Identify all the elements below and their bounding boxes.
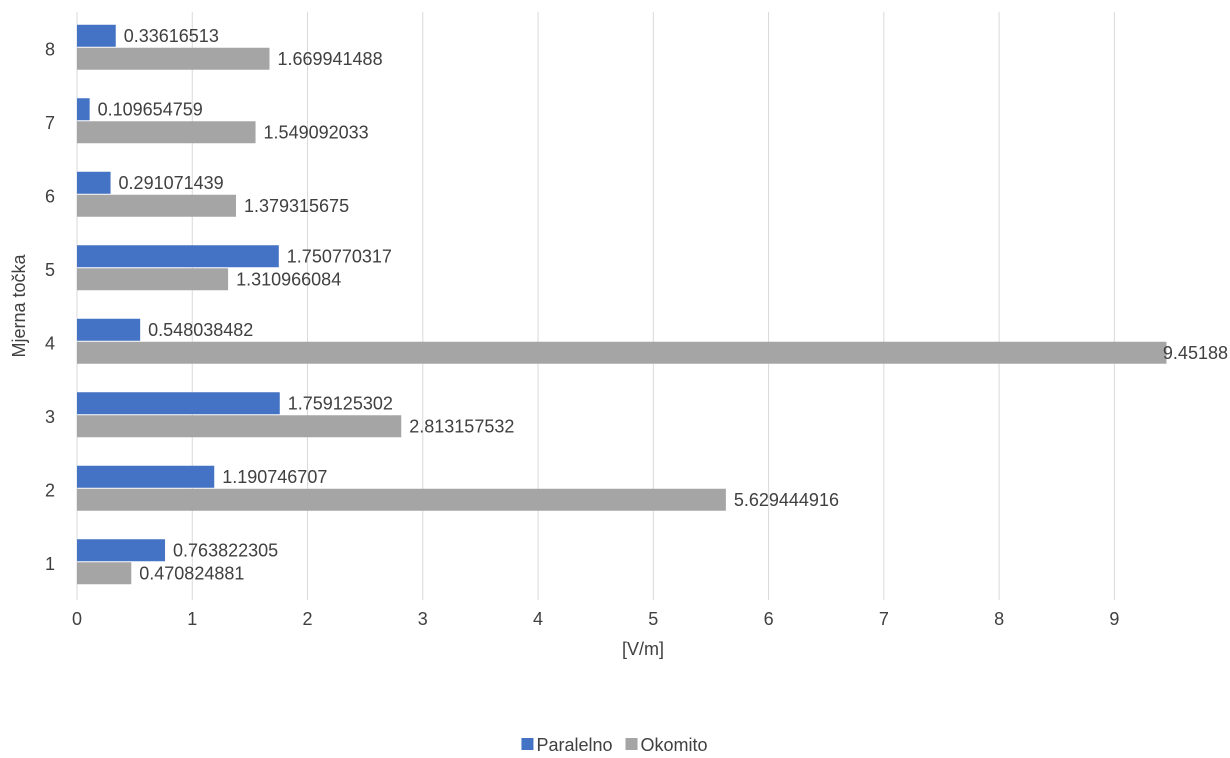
y-axis-label: Mjerna točka <box>9 253 29 357</box>
legend-label: Okomito <box>641 735 708 755</box>
data-label: 0.109654759 <box>98 100 203 120</box>
data-label: 1.759125302 <box>288 394 393 414</box>
x-tick-label: 7 <box>879 609 889 629</box>
x-tick-label: 8 <box>994 609 1004 629</box>
bar <box>77 47 270 70</box>
legend-swatch <box>625 738 638 750</box>
bar <box>77 415 402 438</box>
y-tick-label: 7 <box>45 113 55 133</box>
x-tick-label: 9 <box>1109 609 1119 629</box>
bar <box>77 171 111 194</box>
data-label: 0.291071439 <box>119 173 224 193</box>
data-label: 0.763822305 <box>173 541 278 561</box>
data-label: 1.190746707 <box>222 467 327 487</box>
data-label: 0.470824881 <box>139 564 244 584</box>
legend-label: Paralelno <box>536 735 612 755</box>
data-label: 1.750770317 <box>287 247 392 267</box>
data-label: 1.379315675 <box>244 196 349 216</box>
x-tick-label: 2 <box>303 609 313 629</box>
bar <box>77 562 132 585</box>
bar <box>77 539 166 562</box>
x-tick-label: 0 <box>72 609 82 629</box>
x-tick-label: 3 <box>418 609 428 629</box>
data-label: 9.45188 <box>1163 343 1228 363</box>
data-label: 2.813157532 <box>409 417 514 437</box>
bar <box>77 245 279 268</box>
data-label: 0.548038482 <box>148 320 253 340</box>
data-label: 1.669941488 <box>277 49 382 69</box>
y-tick-label: 6 <box>45 187 55 207</box>
bar <box>77 121 256 144</box>
bar <box>77 488 726 511</box>
bar <box>77 318 141 341</box>
x-axis-label: [V/m] <box>622 639 664 659</box>
bar <box>77 465 215 488</box>
x-tick-label: 4 <box>533 609 543 629</box>
y-tick-label: 1 <box>45 554 55 574</box>
data-label: 0.33616513 <box>124 26 219 46</box>
legend-swatch <box>521 738 534 750</box>
bar <box>77 24 116 47</box>
bar <box>77 194 236 217</box>
data-label: 5.629444916 <box>734 490 839 510</box>
data-label: 1.549092033 <box>264 123 369 143</box>
x-tick-label: 6 <box>764 609 774 629</box>
bar <box>77 268 229 291</box>
bar <box>77 392 280 415</box>
bar <box>77 98 90 121</box>
y-tick-label: 3 <box>45 407 55 427</box>
y-tick-label: 8 <box>45 40 55 60</box>
y-tick-label: 5 <box>45 260 55 280</box>
x-tick-label: 5 <box>648 609 658 629</box>
bar <box>77 341 1167 364</box>
y-tick-label: 4 <box>45 334 55 354</box>
data-label: 1.310966084 <box>236 270 341 290</box>
x-tick-label: 1 <box>187 609 197 629</box>
y-tick-label: 2 <box>45 481 55 501</box>
